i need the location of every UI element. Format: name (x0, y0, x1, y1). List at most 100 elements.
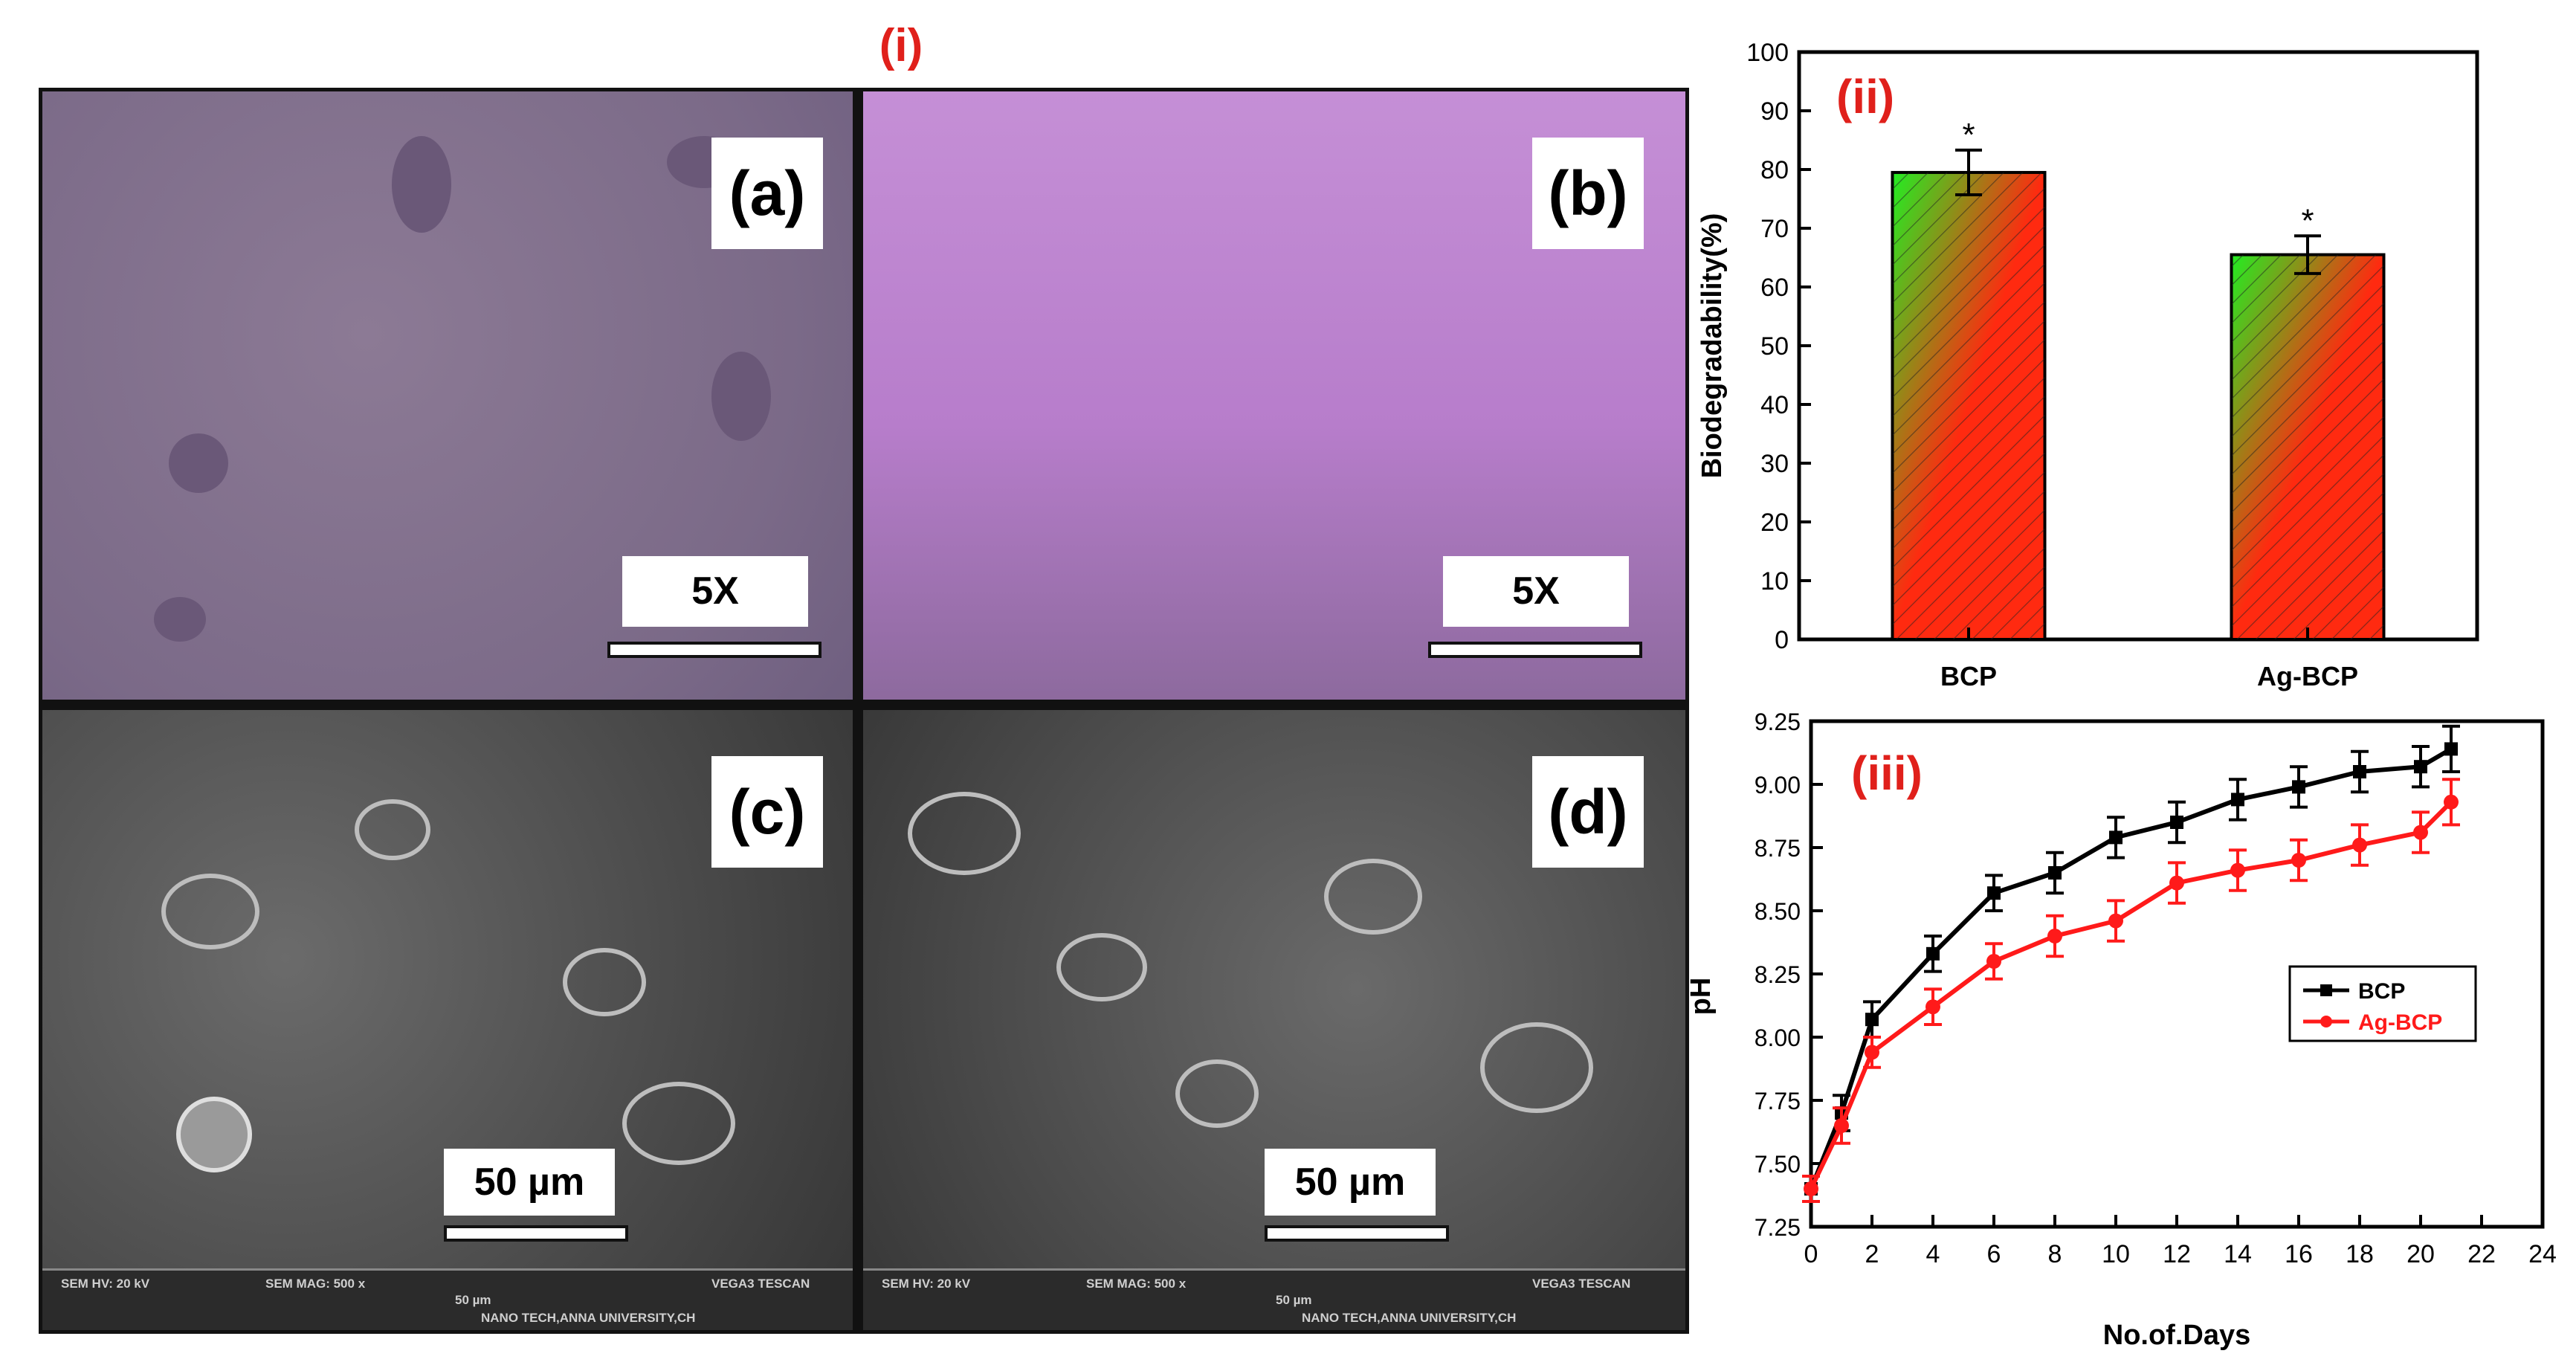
sem-info-strip-c: SEM HV: 20 kV SEM MAG: 500 x 50 µm VEGA3… (42, 1268, 853, 1330)
surface-feature (563, 948, 646, 1016)
data-point (1865, 1013, 1879, 1027)
x-tick-label: 10 (2102, 1240, 2130, 1268)
x-tick-label: 4 (1926, 1240, 1940, 1268)
scale-bar-b (1428, 642, 1642, 658)
bar-hatch (1892, 172, 2045, 639)
x-axis-label: No.of.Days (2103, 1320, 2250, 1351)
x-tick-label: 0 (1804, 1240, 1818, 1268)
micrograph-a: (a) 5X (42, 91, 853, 700)
data-point (2170, 816, 2183, 829)
legend-box (2288, 965, 2477, 1042)
data-point (1834, 1118, 1849, 1133)
y-tick-label: 7.75 (1755, 1088, 1801, 1114)
scale-label-c: 50 µm (444, 1149, 615, 1216)
panel-label-b: (b) (1532, 138, 1644, 249)
data-point (2047, 929, 2062, 943)
x-tick-label: 16 (2285, 1240, 2313, 1268)
data-point (2444, 742, 2458, 756)
y-tick-label: 60 (1760, 274, 1789, 302)
scale-bar-c (444, 1225, 628, 1242)
surface-feature (355, 799, 430, 860)
y-tick-label: 50 (1760, 332, 1789, 361)
y-tick-label: 70 (1760, 215, 1789, 243)
data-point (1925, 999, 1940, 1015)
y-axis-label: pH (1685, 978, 1717, 1016)
biodegradability-bar-chart: 0 10 20 30 40 50 60 70 80 90 100 * * BCP Ag-BCP (ii)… (1697, 39, 2479, 691)
scale-label-b: 5X (1443, 556, 1629, 627)
x-tick-label: 24 (2528, 1240, 2557, 1268)
surface-feature (1175, 1059, 1259, 1128)
micrograph-c: (c) 50 µm SEM HV: 20 kV SEM MAG: 500 x 5… (42, 710, 853, 1330)
data-point (2109, 830, 2123, 845)
panel-label-ii: (ii) (1836, 70, 1894, 123)
bar-hatch (2231, 254, 2384, 639)
surface-feature (161, 874, 259, 949)
y-tick-label: 8.75 (1755, 835, 1801, 862)
surface-feature (154, 597, 206, 642)
surface-feature (392, 136, 451, 233)
data-point (1804, 1181, 1818, 1196)
scale-label-a: 5X (622, 556, 808, 627)
data-point (2108, 913, 2123, 929)
y-tick-label: 90 (1760, 97, 1789, 126)
micrograph-grid: (a) 5X (b) 5X (c) 50 µm SEM HV: 20 kV SE… (39, 88, 1689, 1334)
sem-hv-d: SEM HV: 20 kV (882, 1277, 971, 1291)
panel-label-iii: (iii) (1851, 746, 1923, 800)
x-category-label: BCP (1940, 661, 1997, 691)
surface-feature (1056, 933, 1147, 1001)
data-point (1986, 954, 2001, 969)
micrograph-b: (b) 5X (863, 91, 1685, 700)
sem-small-scale-c: 50 µm (455, 1293, 491, 1307)
data-point (2444, 794, 2459, 810)
surface-feature (1324, 859, 1422, 935)
scale-label-d: 50 µm (1265, 1149, 1436, 1216)
sem-small-scale-d: 50 µm (1276, 1293, 1312, 1307)
surface-feature (169, 433, 228, 493)
data-point (1987, 886, 2001, 900)
surface-feature (908, 792, 1021, 875)
x-tick-label: 22 (2467, 1240, 2496, 1268)
data-point (2292, 780, 2305, 794)
x-tick-label: 12 (2163, 1240, 2191, 1268)
scale-bar-d (1265, 1225, 1449, 1242)
legend-marker (2320, 984, 2332, 996)
significance-marker: * (1962, 117, 1975, 153)
x-tick-label: 6 (1987, 1240, 2001, 1268)
x-tick-label: 8 (2048, 1240, 2062, 1268)
data-point (2048, 866, 2062, 880)
y-tick-label: 100 (1746, 39, 1789, 67)
data-point (2230, 862, 2245, 878)
surface-feature (1480, 1022, 1593, 1113)
y-tick-label: 9.25 (1755, 709, 1801, 735)
x-category-label: Ag-BCP (2257, 661, 2358, 691)
y-tick-label: 10 (1760, 567, 1789, 596)
y-tick-label: 20 (1760, 509, 1789, 537)
legend: BCP Ag-BCP (2288, 965, 2477, 1042)
sem-vendor-d: VEGA3 TESCAN (1532, 1277, 1631, 1291)
x-tick-label: 14 (2224, 1240, 2252, 1268)
data-point (2414, 760, 2427, 774)
surface-feature (622, 1082, 735, 1165)
y-axis-label: Biodegradability(%) (1697, 213, 1728, 479)
y-tick-label: 80 (1760, 156, 1789, 184)
surface-feature (711, 352, 771, 441)
legend-entry: BCP (2358, 979, 2405, 1004)
micrograph-d: (d) 50 µm SEM HV: 20 kV SEM MAG: 500 x 5… (863, 710, 1685, 1330)
data-point (2413, 825, 2428, 840)
y-tick-label: 8.25 (1755, 961, 1801, 988)
y-tick-label: 40 (1760, 391, 1789, 419)
panel-label-a: (a) (711, 138, 823, 249)
sem-mag-d: SEM MAG: 500 x (1086, 1277, 1187, 1291)
y-tick-label: 8.50 (1755, 898, 1801, 925)
surface-feature (176, 1097, 252, 1172)
data-point (1926, 946, 1940, 961)
x-tick-label: 2 (1865, 1240, 1879, 1268)
ph-line-chart: 0 2 4 6 8 10 12 14 16 18 20 22 247.257.507.758.008.2… (1685, 709, 2557, 1351)
figure-label-i: (i) (879, 20, 923, 71)
sem-vendor-c: VEGA3 TESCAN (711, 1277, 810, 1291)
panel-label-d: (d) (1532, 756, 1644, 868)
data-point (2352, 837, 2367, 853)
sem-hv-c: SEM HV: 20 kV (61, 1277, 150, 1291)
sem-lab-d: NANO TECH,ANNA UNIVERSITY,CH (1302, 1311, 1517, 1325)
legend-entry: Ag-BCP (2358, 1010, 2442, 1035)
